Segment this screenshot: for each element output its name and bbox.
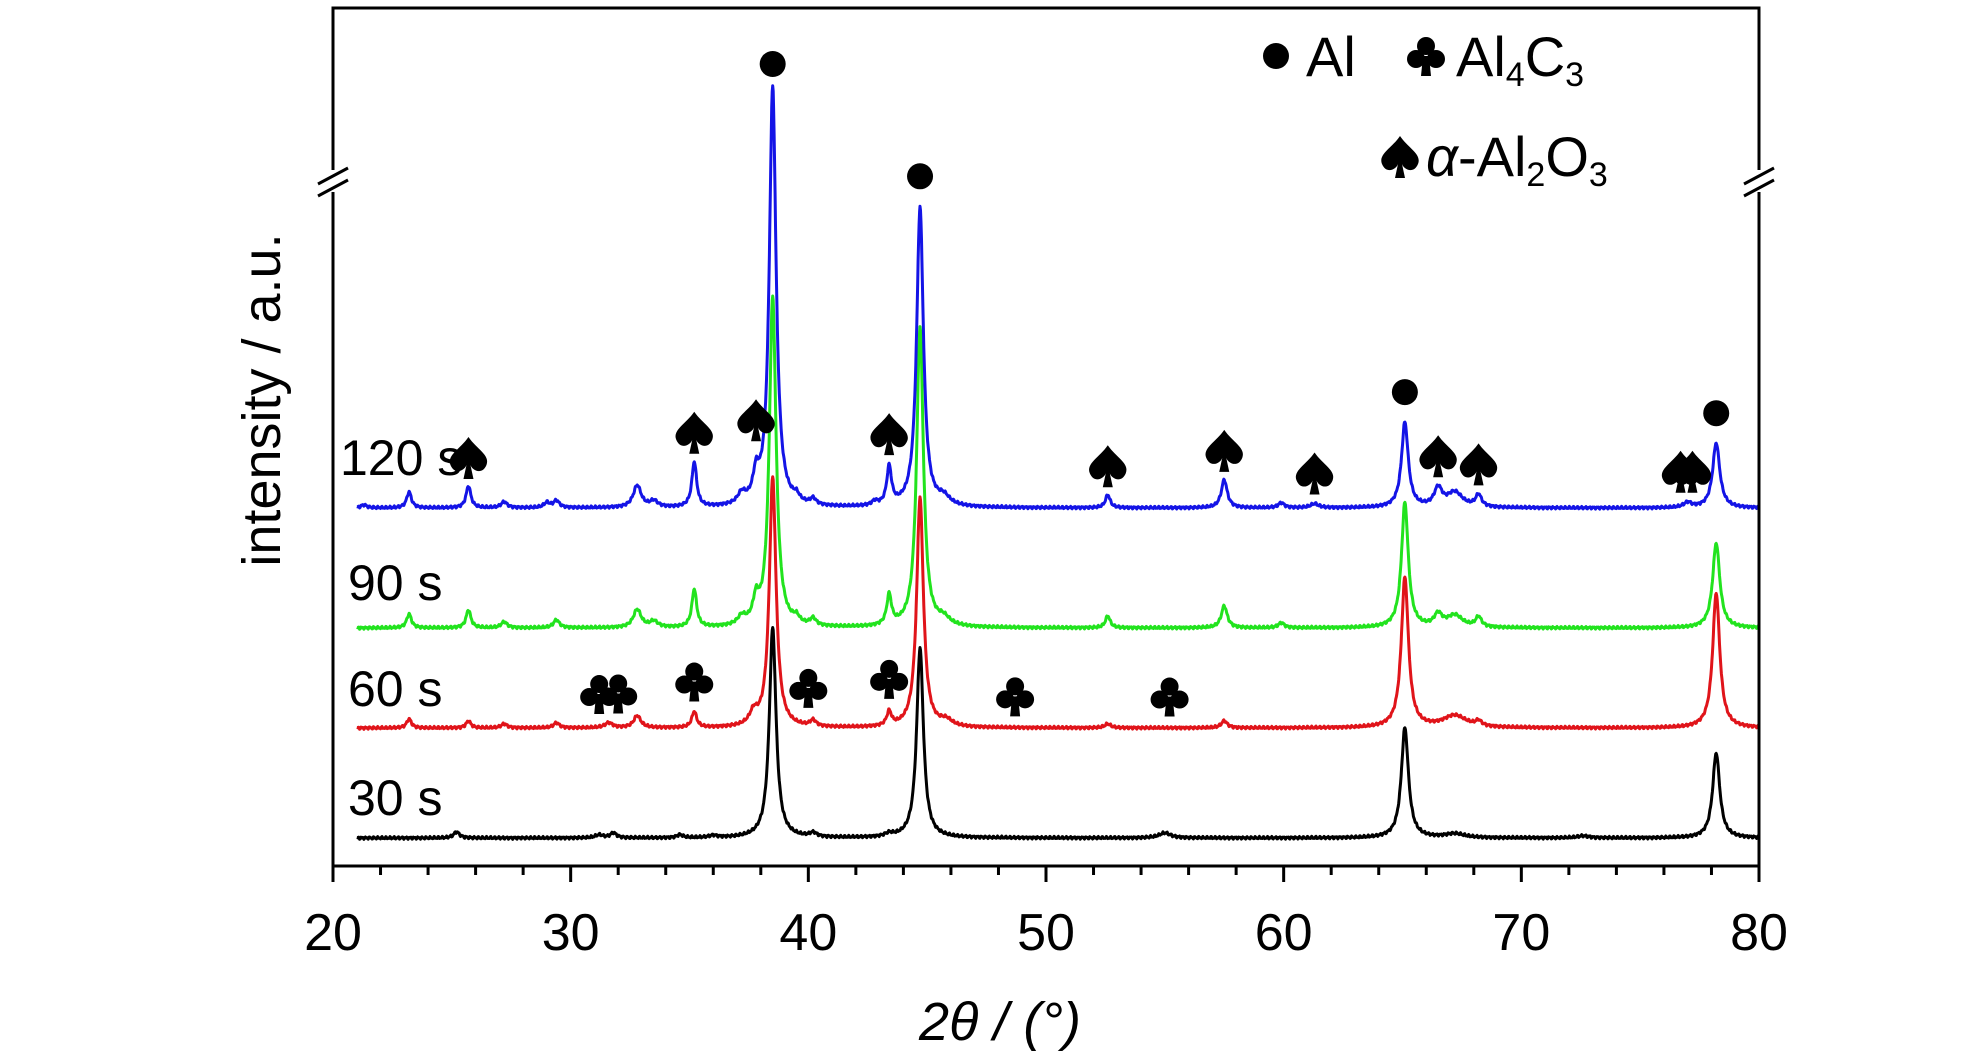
x-tick-label: 30	[542, 904, 600, 962]
spade-marker-icon	[675, 411, 713, 454]
legend-label-al: Al	[1306, 25, 1356, 88]
club-marker-icon	[599, 674, 638, 714]
series-label: 60 s	[348, 661, 443, 717]
spade-marker-icon	[1419, 435, 1457, 478]
series-label: 90 s	[348, 555, 443, 611]
club-marker-icon	[996, 677, 1035, 717]
series-label: 30 s	[348, 770, 443, 826]
x-tick-label: 50	[1017, 904, 1075, 962]
circle-marker-icon	[1703, 400, 1730, 427]
spade-marker-icon	[1459, 443, 1498, 486]
club-marker-icon	[1150, 677, 1189, 717]
x-axis-title: 2θ / (°)	[918, 992, 1081, 1052]
x-tick-label: 70	[1492, 904, 1550, 962]
circle-marker-icon	[907, 163, 934, 190]
spade-marker-icon	[1089, 445, 1127, 488]
legend: Al Al4C3 α-Al2O3	[1263, 25, 1608, 194]
x-tick-label: 20	[304, 904, 362, 962]
x-tick-label: 60	[1255, 904, 1313, 962]
legend-spade-shape	[1381, 136, 1419, 178]
series-labels: 30 s 60 s 90 s 120 s	[340, 430, 462, 826]
club-marker-icon	[870, 659, 909, 699]
circle-marker-icon	[1391, 379, 1418, 406]
club-marker-icon	[675, 662, 714, 702]
axis-break-right	[1743, 166, 1775, 198]
series-line	[355, 626, 1761, 841]
circle-marker-icon	[759, 51, 786, 77]
legend-circle-icon	[1263, 43, 1289, 69]
legend-club-icon	[1407, 37, 1445, 76]
legend-entry-alpha-al2o3: α-Al2O3	[1381, 125, 1608, 194]
spade-marker-icon	[870, 413, 908, 456]
series-layer	[355, 84, 1761, 841]
spade-marker-icon	[737, 399, 775, 442]
spade-marker-icon	[1295, 452, 1334, 495]
series-label: 120 s	[340, 430, 462, 486]
spade-marker-icon	[1205, 429, 1243, 472]
legend-spade-icon	[1381, 136, 1419, 178]
x-tick-label: 40	[779, 904, 837, 962]
axis-break-left	[317, 166, 349, 198]
spade-marker-icon	[1673, 450, 1712, 493]
legend-entry-al4c3: Al4C3	[1407, 25, 1584, 94]
club-marker-icon	[789, 668, 828, 708]
series-line	[355, 84, 1761, 511]
marker-layer	[449, 51, 1730, 717]
series-line	[355, 475, 1761, 731]
spade-marker-icon	[449, 436, 488, 479]
legend-club-shape	[1407, 37, 1445, 76]
y-axis-title: intensity / a.u.	[232, 233, 292, 566]
legend-entry-al: Al	[1263, 25, 1356, 88]
legend-label-alpha-al2o3: α-Al2O3	[1426, 125, 1608, 194]
x-tick-label: 80	[1730, 904, 1788, 962]
x-axis-ticks: 20 30 40 50 60 70 80	[304, 866, 1788, 962]
series-line	[355, 294, 1761, 631]
legend-label-al4c3: Al4C3	[1456, 25, 1584, 94]
